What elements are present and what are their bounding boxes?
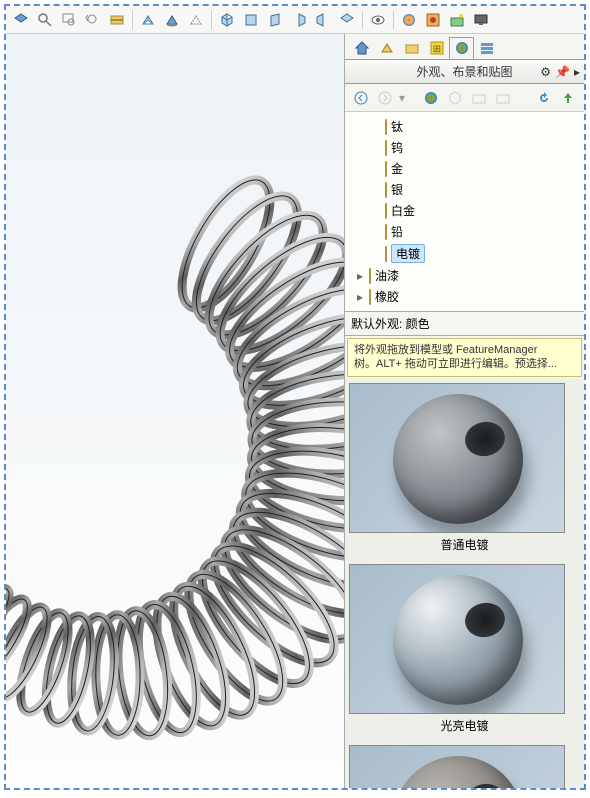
appearance-thumbnail[interactable]: 普通电镀 [349,383,580,556]
tree-item[interactable]: 银 [351,179,578,200]
refresh-icon[interactable] [534,88,554,108]
tree-item[interactable]: 金 [351,158,578,179]
monitor-icon[interactable] [470,9,492,31]
gear-icon[interactable]: ⚙ [540,65,551,79]
folder-icon [385,140,387,156]
torus-spring-model [6,34,344,788]
nav-row: ▾ [345,84,584,112]
tree-item[interactable]: 钨 [351,137,578,158]
zoom-window-icon[interactable] [58,9,80,31]
default-appearance-label: 默认外观: 颜色 [345,311,584,336]
pin-icon[interactable]: 📌 [555,65,570,79]
appearance-thumbnail[interactable]: 光亮电镀 [349,564,580,737]
folder-icon [385,246,387,262]
panel-title-bar: 外观、布景和贴图 ⚙ 📌 ▸ [345,60,584,84]
folder-icon [385,182,387,198]
separator [362,11,363,29]
tab-home[interactable] [349,37,374,59]
tree-label: 金 [391,160,403,177]
tree-label: 橡胶 [375,288,399,305]
thumbnail-caption: 普通电镀 [349,533,580,556]
nav-back-icon[interactable] [351,88,371,108]
scene-icon[interactable] [446,9,468,31]
folder-open-icon[interactable] [469,88,489,108]
thumbnail-caption: 光亮电镀 [349,714,580,737]
folder-icon [385,119,387,135]
cube-top-icon[interactable] [336,9,358,31]
tree-item[interactable]: 铅 [351,221,578,242]
panel-tab-bar: ⊞ [345,34,584,60]
tab-display[interactable] [474,37,499,59]
display-state-icon[interactable] [422,9,444,31]
tree-item[interactable]: ▸橡胶 [351,286,578,307]
zoom-fit-icon[interactable] [34,9,56,31]
material-tree: 钛钨金银白金铅电镀 ▸油漆▸橡胶 [345,112,584,311]
tab-folder[interactable] [399,37,424,59]
panel-title: 外观、布景和贴图 [416,63,512,80]
wireframe-icon[interactable] [137,9,159,31]
tree-item[interactable]: 白金 [351,200,578,221]
folder-icon [385,224,387,240]
main-area: ⊞ 外观、布景和贴图 ⚙ 📌 ▸ ▾ [6,34,584,788]
folder-icon [369,268,371,284]
tab-config[interactable]: ⊞ [424,37,449,59]
folder-icon[interactable] [493,88,513,108]
tree-label: 钨 [391,139,403,156]
tree-label: 电镀 [391,244,425,263]
separator [393,11,394,29]
appearance-root-icon[interactable] [421,88,441,108]
folder-icon [385,161,387,177]
help-tooltip: 将外观拖放到模型或 FeatureManager 树。ALT+ 拖动可立即进行编… [347,338,582,377]
cube-right-icon[interactable] [288,9,310,31]
thumbnail-list: 普通电镀光亮电镀拉丝电镀 [345,379,584,788]
3d-viewport[interactable] [6,34,344,788]
tree-item[interactable]: ▸油漆 [351,265,578,286]
expand-icon[interactable]: ▸ [574,65,580,79]
shadow-icon[interactable] [161,9,183,31]
cube-dimetric-icon[interactable] [264,9,286,31]
tab-assembly[interactable] [374,37,399,59]
cube-icon[interactable] [445,88,465,108]
tab-appearance[interactable] [449,37,474,59]
section-icon[interactable] [106,9,128,31]
nav-forward-icon[interactable] [375,88,395,108]
hide-show-icon[interactable] [185,9,207,31]
tree-label: 白金 [391,202,415,219]
cube-front-icon[interactable] [240,9,262,31]
separator [211,11,212,29]
separator [132,11,133,29]
tree-label: 油漆 [375,267,399,284]
tree-label: 钛 [391,118,403,135]
up-arrow-icon[interactable] [558,88,578,108]
task-panel: ⊞ 外观、布景和贴图 ⚙ 📌 ▸ ▾ [344,34,584,788]
view-normal-icon[interactable] [10,9,32,31]
eye-icon[interactable] [367,9,389,31]
tree-item[interactable]: 钛 [351,116,578,137]
zoom-prev-icon[interactable] [82,9,104,31]
view-toolbar [6,6,584,34]
appearance-thumbnail[interactable]: 拉丝电镀 [349,745,580,788]
folder-icon [385,203,387,219]
svg-text:⊞: ⊞ [432,44,440,55]
tree-label: 铅 [391,223,403,240]
appearance-sphere-icon[interactable] [398,9,420,31]
folder-icon [369,289,371,305]
tree-label: 银 [391,181,403,198]
cube-left-icon[interactable] [312,9,334,31]
app-window: ⊞ 外观、布景和贴图 ⚙ 📌 ▸ ▾ [4,4,586,790]
cube-iso-icon[interactable] [216,9,238,31]
tree-item[interactable]: 电镀 [351,242,578,265]
